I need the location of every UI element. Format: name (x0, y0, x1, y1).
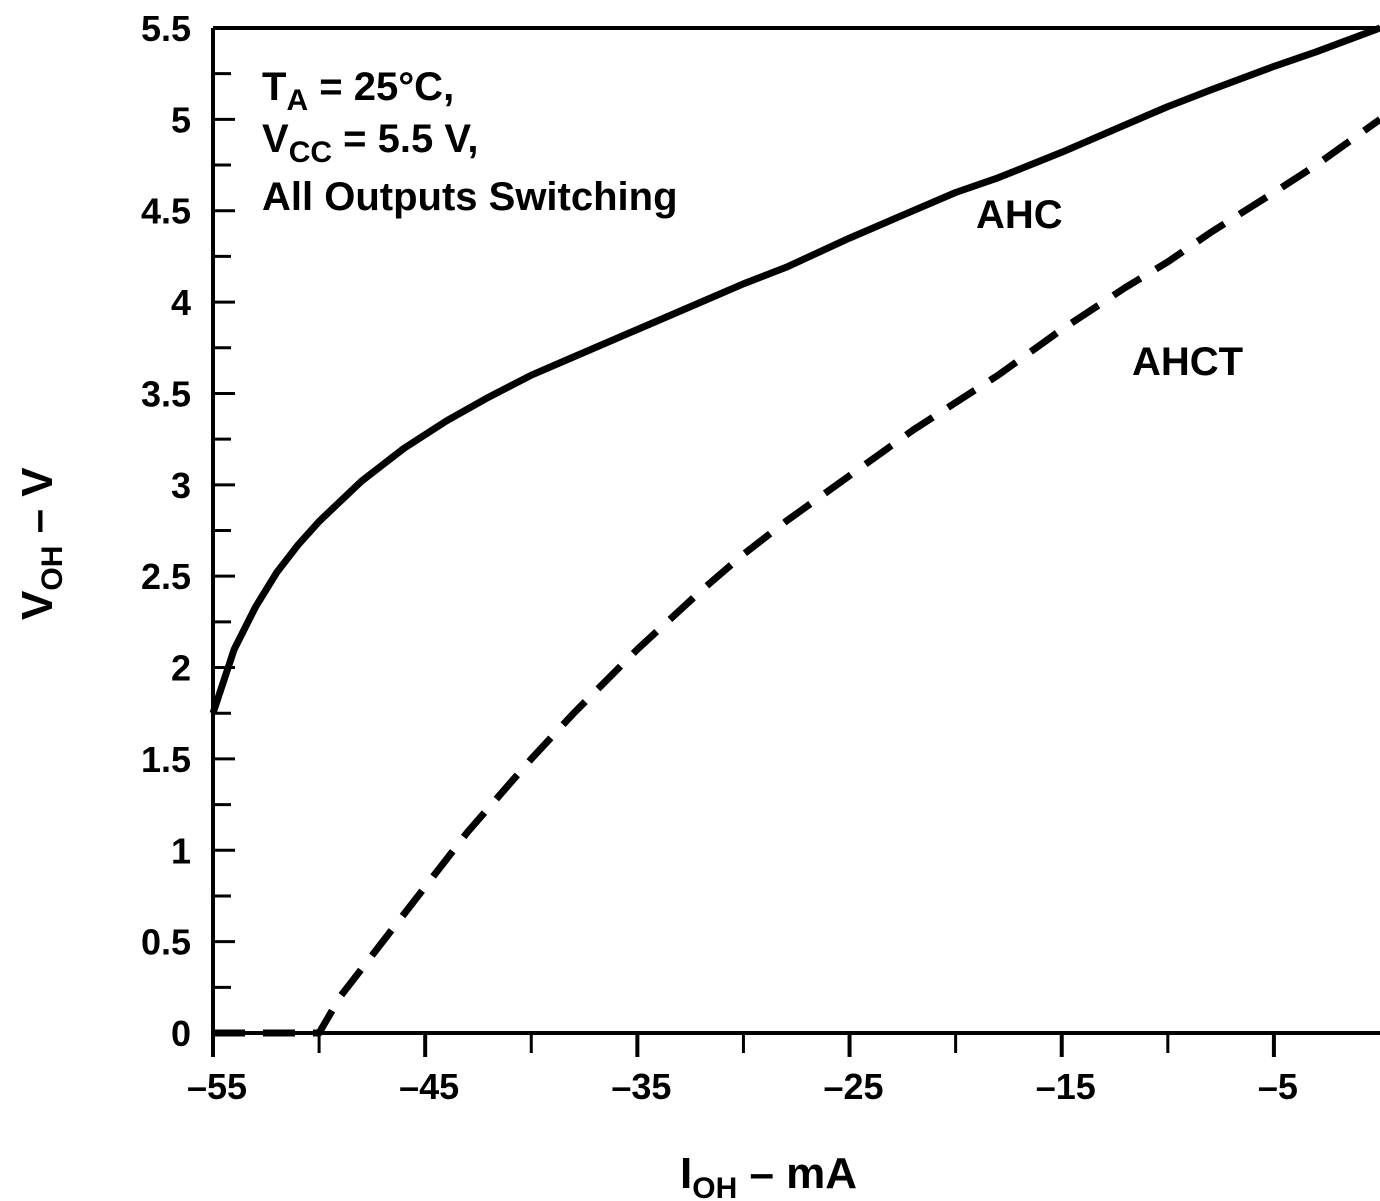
series-line-ahc (209, 24, 1380, 715)
annotation-line-1: TA = 25°C, (262, 65, 454, 117)
y-tick-label: 1 (171, 830, 191, 871)
y-tick-label: 0.5 (141, 922, 191, 963)
y-tick-label: 0 (171, 1013, 191, 1054)
series-label-ahct: AHCT (1132, 340, 1243, 384)
series-layer (209, 24, 1380, 1037)
x-tick-label: –55 (187, 1066, 247, 1107)
x-tick-label: –35 (611, 1066, 671, 1107)
series-label-ahc: AHC (976, 193, 1063, 237)
series-line-ahct (213, 116, 1380, 1037)
y-tick-label: 4 (171, 282, 191, 323)
x-tick-label: –5 (1258, 1066, 1298, 1107)
y-tick-label: 3 (171, 465, 191, 506)
tick-labels: 0 0.5 1 1.5 2 2.5 3 3.5 4 4.5 5 5.5 –55 –45 –35 –25 –15 –… (141, 8, 1298, 1107)
y-axis-title: VOH – V (13, 467, 69, 620)
annotation-line-3: All Outputs Switching (262, 175, 678, 219)
y-tick-label: 5.5 (141, 8, 191, 49)
x-axis-title: IOH – mA (680, 1149, 857, 1201)
x-tick-label: –45 (399, 1066, 459, 1107)
y-tick-label: 1.5 (141, 739, 191, 780)
y-tick-label: 2.5 (141, 556, 191, 597)
x-tick-label: –25 (824, 1066, 884, 1107)
y-tick-label: 2 (171, 648, 191, 689)
y-tick-label: 4.5 (141, 191, 191, 232)
y-axis-title-group: VOH – V (13, 467, 69, 620)
x-tick-label: –15 (1036, 1066, 1096, 1107)
y-tick-label: 5 (171, 99, 191, 140)
annotation-line-2: VCC = 5.5 V, (262, 117, 478, 169)
y-tick-label: 3.5 (141, 373, 191, 414)
conditions-annotation: TA = 25°C, VCC = 5.5 V, All Outputs Swit… (262, 65, 678, 219)
